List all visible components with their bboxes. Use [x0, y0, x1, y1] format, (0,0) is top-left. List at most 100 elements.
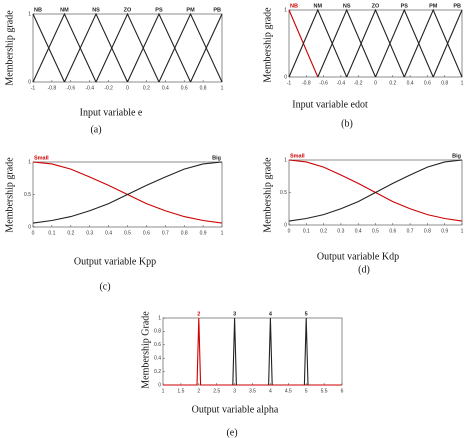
x-tick-label: -0.8 — [302, 80, 311, 86]
y-tick-label: 1 — [284, 7, 287, 13]
plot-frame — [288, 9, 463, 78]
membership-curve — [127, 12, 192, 83]
x-tick-label: 0.4 — [355, 228, 362, 234]
membership-curve — [32, 161, 223, 224]
x-tick-label: 0.5 — [124, 230, 131, 236]
series-label: Small — [34, 155, 49, 161]
x-tick-label: 1 — [162, 388, 165, 394]
x-tick-label: -0.4 — [85, 85, 94, 91]
series-label: Small — [290, 153, 305, 159]
y-tick-label: 1 — [158, 315, 161, 321]
x-tick-label: 0.4 — [162, 85, 169, 91]
y-tick-label: 0 — [158, 382, 161, 388]
membership-curve — [288, 159, 463, 222]
series-label: Big — [212, 155, 221, 161]
caption: (d) — [358, 264, 370, 275]
membership-curve — [232, 317, 237, 386]
x-tick-label: 4.5 — [285, 388, 292, 394]
y-tick-label: 0 — [28, 224, 31, 230]
membership-curve — [374, 8, 434, 78]
caption: (b) — [341, 118, 353, 129]
membership-curve — [432, 9, 463, 78]
x-tick-label: 0.8 — [424, 228, 431, 234]
membership-curve — [288, 159, 463, 222]
x-tick-label: 0.4 — [407, 80, 414, 86]
plot-frame — [32, 13, 223, 83]
series-label: NS — [343, 3, 351, 9]
x-tick-label: 0.9 — [200, 230, 207, 236]
x-tick-label: 1 — [221, 230, 224, 236]
membership-curve — [190, 13, 223, 83]
x-tick-label: -0.4 — [337, 80, 346, 86]
x-tick-label: 5 — [305, 388, 308, 394]
x-tick-label: 4 — [269, 388, 272, 394]
x-tick-label: -0.6 — [319, 80, 328, 86]
series-label: ZO — [124, 7, 132, 13]
series-label: 3 — [233, 311, 236, 317]
x-tick-label: 0.3 — [86, 230, 93, 236]
x-tick-label: 1 — [461, 80, 464, 86]
membership-curve — [303, 317, 309, 386]
x-tick-label: 2.5 — [213, 388, 220, 394]
y-axis-label: Membership grade — [262, 7, 273, 83]
x-tick-label: 3.5 — [249, 388, 256, 394]
series-label: NB — [290, 3, 298, 9]
x-tick-label: 0.9 — [441, 228, 448, 234]
series-label: PS — [155, 7, 163, 13]
y-tick-label: 0.2 — [154, 369, 161, 375]
y-tick-label: 0 — [284, 222, 287, 228]
series-label: ZO — [372, 3, 380, 9]
x-tick-label: 0.8 — [200, 85, 207, 91]
x-tick-label: 3 — [233, 388, 236, 394]
membership-curve — [163, 317, 342, 386]
x-tick-label: 1.5 — [177, 388, 184, 394]
series-label: NM — [60, 7, 69, 13]
y-tick-label: 0 — [284, 74, 287, 80]
series-label: PM — [186, 7, 195, 13]
caption: (c) — [99, 281, 110, 292]
x-tick-label: 0.5 — [372, 228, 379, 234]
membership-curve — [268, 317, 273, 386]
x-tick-label: 0.6 — [181, 85, 188, 91]
y-tick-label: 0.6 — [154, 342, 161, 348]
x-axis-label: Input variable e — [80, 107, 143, 118]
x-tick-label: 0.7 — [407, 228, 414, 234]
x-tick-label: 0.1 — [48, 230, 55, 236]
x-tick-label: 0.4 — [105, 230, 112, 236]
x-tick-label: 5.5 — [321, 388, 328, 394]
x-tick-label: 0.8 — [441, 80, 448, 86]
x-tick-label: 0.6 — [389, 228, 396, 234]
x-tick-label: 6 — [341, 388, 344, 394]
x-tick-label: 0 — [126, 85, 129, 91]
membership-curve — [95, 12, 160, 83]
x-axis-label: Output variable Kpp — [74, 256, 156, 267]
x-tick-label: 0.6 — [424, 80, 431, 86]
x-axis-label: Output variable Kdp — [317, 251, 399, 262]
y-axis-label: Membership grade — [262, 157, 273, 233]
x-tick-label: -0.8 — [48, 85, 57, 91]
series-label: 2 — [197, 311, 200, 317]
series-label: PB — [213, 7, 221, 13]
series-label: NB — [34, 7, 42, 13]
x-tick-label: 2 — [197, 388, 200, 394]
x-tick-label: 0.2 — [143, 85, 150, 91]
x-axis-label: Output variable alpha — [192, 404, 279, 415]
membership-curve — [158, 12, 223, 83]
x-tick-label: 0 — [32, 230, 35, 236]
membership-curve — [346, 8, 405, 78]
membership-curve — [32, 161, 223, 224]
y-tick-label: 1 — [28, 159, 31, 165]
membership-curve — [317, 8, 377, 78]
membership-curve — [288, 8, 348, 78]
x-tick-label: 1 — [221, 85, 224, 91]
y-tick-label: 1 — [28, 11, 31, 17]
x-tick-label: 0.1 — [303, 228, 310, 234]
plot-frame — [162, 317, 343, 386]
series-label: PS — [401, 3, 409, 9]
x-tick-label: 0.2 — [389, 80, 396, 86]
series-label: NM — [314, 3, 323, 9]
x-tick-label: 0 — [374, 80, 377, 86]
x-tick-label: 0.2 — [320, 228, 327, 234]
y-axis-label: Membership grade — [4, 157, 15, 233]
